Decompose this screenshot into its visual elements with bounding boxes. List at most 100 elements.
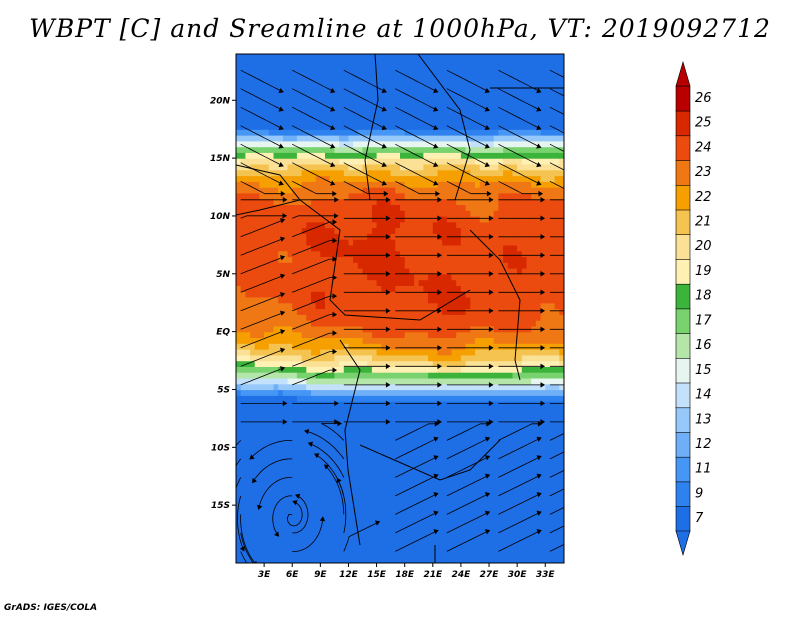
wbpt-cell — [250, 325, 256, 333]
wbpt-cell — [343, 435, 350, 443]
wbpt-cell — [507, 204, 514, 211]
wbpt-cell — [268, 146, 275, 153]
wbpt-cell — [250, 233, 256, 240]
wbpt-cell — [475, 487, 481, 495]
wbpt-cell — [329, 314, 335, 321]
wbpt-cell — [254, 204, 260, 211]
wbpt-cell — [470, 453, 476, 460]
wbpt-cell — [432, 458, 439, 466]
wbpt-cell — [259, 441, 265, 448]
wbpt-cell — [535, 406, 542, 414]
wbpt-cell — [339, 285, 345, 292]
wbpt-cell — [357, 175, 364, 182]
wbpt-cell — [362, 349, 368, 356]
wbpt-cell — [315, 430, 321, 437]
wbpt-cell — [479, 296, 485, 304]
wbpt-cell — [353, 262, 359, 269]
wbpt-cell — [512, 401, 518, 408]
wbpt-cell — [535, 204, 542, 211]
wbpt-cell — [479, 406, 485, 414]
wbpt-cell — [484, 406, 490, 414]
wbpt-cell — [385, 210, 392, 217]
wbpt-cell — [339, 383, 345, 391]
wbpt-cell — [376, 499, 382, 506]
wbpt-cell — [498, 308, 504, 315]
wbpt-cell — [549, 239, 556, 246]
wbpt-cell — [498, 320, 504, 327]
wbpt-cell — [240, 273, 246, 281]
wbpt-cell — [301, 354, 307, 362]
wbpt-cell — [339, 244, 345, 252]
wbpt-cell — [376, 557, 382, 563]
wbpt-cell — [423, 447, 429, 454]
wbpt-cell — [395, 360, 401, 367]
wbpt-cell — [423, 551, 429, 558]
wbpt-cell — [292, 187, 298, 194]
wbpt-cell — [521, 389, 528, 396]
wbpt-cell — [273, 412, 279, 419]
wbpt-cell — [395, 516, 401, 524]
wbpt-cell — [296, 395, 303, 402]
wbpt-cell — [254, 268, 260, 275]
wbpt-cell — [470, 302, 476, 310]
wbpt-cell — [531, 337, 537, 344]
wbpt-cell — [545, 233, 551, 240]
wbpt-cell — [460, 296, 467, 304]
wbpt-cell — [306, 430, 312, 437]
wbpt-cell — [254, 557, 260, 563]
wbpt-cell — [376, 545, 382, 552]
wbpt-cell — [362, 447, 368, 454]
wbpt-cell — [400, 464, 406, 472]
wbpt-cell — [348, 291, 354, 298]
wbpt-cell — [484, 331, 490, 338]
wbpt-cell — [385, 181, 392, 188]
wbpt-cell — [395, 302, 401, 310]
wbpt-cell — [437, 377, 443, 385]
wbpt-cell — [357, 314, 364, 321]
wbpt-cell — [493, 233, 499, 240]
wbpt-cell — [339, 320, 345, 327]
wbpt-cell — [273, 337, 279, 344]
wbpt-cell — [334, 470, 340, 477]
wbpt-cell — [531, 250, 537, 258]
wbpt-cell — [273, 360, 279, 367]
wbpt-cell — [489, 291, 495, 298]
wbpt-cell — [367, 551, 373, 558]
wbpt-cell — [521, 435, 528, 443]
wbpt-cell — [339, 187, 345, 194]
wbpt-cell — [357, 505, 364, 512]
wbpt-cell — [540, 458, 546, 466]
wbpt-cell — [240, 181, 246, 188]
wbpt-cell — [559, 349, 564, 356]
wbpt-cell — [400, 181, 406, 188]
wbpt-cell — [493, 216, 499, 223]
wbpt-cell — [385, 221, 392, 229]
wbpt-cell — [540, 268, 546, 275]
wbpt-cell — [250, 216, 256, 223]
wbpt-cell — [348, 343, 354, 350]
wbpt-cell — [278, 331, 284, 338]
wbpt-cell — [254, 146, 260, 153]
wbpt-cell — [512, 545, 518, 552]
wbpt-cell — [489, 372, 495, 379]
wbpt-cell — [404, 539, 410, 547]
wbpt-cell — [320, 539, 326, 547]
wbpt-cell — [268, 360, 275, 367]
wbpt-cell — [353, 395, 359, 402]
wbpt-cell — [540, 551, 546, 558]
wbpt-cell — [282, 551, 289, 558]
wbpt-cell — [414, 435, 420, 443]
wbpt-cell — [512, 487, 518, 495]
wbpt-cell — [409, 354, 415, 362]
wbpt-cell — [311, 441, 317, 448]
wbpt-cell — [306, 401, 312, 408]
wbpt-cell — [381, 493, 387, 500]
wbpt-cell — [484, 401, 490, 408]
wbpt-cell — [334, 557, 340, 563]
wbpt-cell — [442, 424, 448, 431]
wbpt-cell — [371, 401, 378, 408]
wbpt-cell — [432, 447, 439, 454]
wbpt-cell — [470, 487, 476, 495]
wbpt-cell — [507, 192, 514, 200]
wbpt-cell — [465, 441, 471, 448]
